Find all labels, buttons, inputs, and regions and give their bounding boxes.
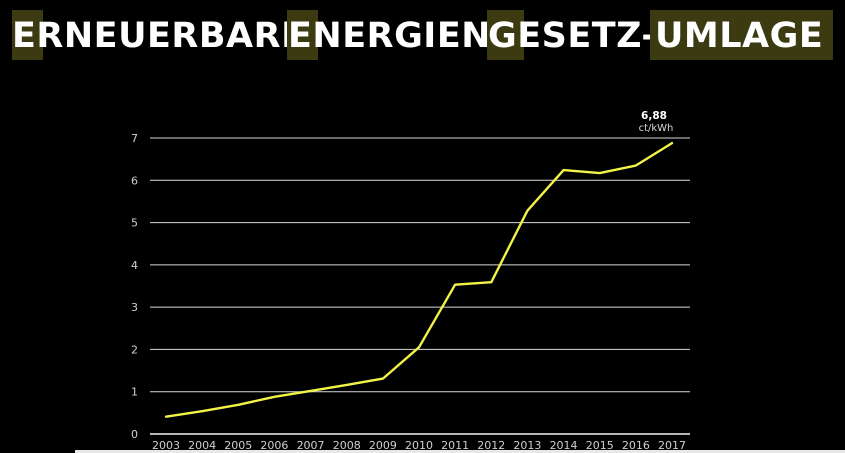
y-tick-label: 2 (131, 343, 138, 356)
series-group (164, 141, 674, 418)
x-tick-label: 2003 (152, 439, 180, 452)
y-tick-label: 1 (131, 386, 138, 399)
x-tick-label: 2007 (297, 439, 325, 452)
grid-lines (150, 137, 690, 435)
bottom-bar (75, 450, 845, 453)
y-axis-ticks: 0 1 2 3 4 5 6 7 (131, 132, 138, 441)
title-rest-3: ESETZ- (517, 16, 657, 56)
annotation-group: 6,88 ct/kWh (639, 110, 674, 134)
x-tick-label: 2014 (550, 439, 578, 452)
y-tick-label: 0 (131, 428, 138, 441)
y-tick-label: 7 (131, 132, 138, 145)
title-highlight-2: E (288, 16, 313, 56)
series-line-0 (164, 141, 674, 418)
title-rest-1: RNEUERBARE- (36, 16, 321, 56)
x-tick-label: 2013 (513, 439, 541, 452)
annotation-unit: ct/kWh (639, 123, 674, 134)
title-highlight-4: UMLAGE (655, 16, 824, 56)
title-rest-2: NERGIEN- (312, 16, 507, 56)
page-title: ERNEUERBARE- ENERGIEN- GESETZ- UMLAGE (0, 0, 845, 66)
x-tick-label: 2016 (622, 439, 650, 452)
x-tick-label: 2017 (658, 439, 686, 452)
x-tick-label: 2008 (333, 439, 361, 452)
x-tick-label: 2015 (586, 439, 614, 452)
x-tick-label: 2012 (477, 439, 505, 452)
x-tick-label: 2011 (441, 439, 469, 452)
x-tick-label: 2006 (260, 439, 288, 452)
annotation-value: 6,88 (641, 110, 667, 122)
y-tick-label: 6 (131, 174, 138, 187)
x-tick-label: 2009 (369, 439, 397, 452)
y-tick-label: 3 (131, 301, 138, 314)
y-tick-label: 4 (131, 259, 138, 272)
x-tick-label: 2005 (224, 439, 252, 452)
title-highlight-3: G (488, 16, 518, 56)
title-highlight-1: E (12, 16, 37, 56)
x-axis-ticks: 2003 2004 2005 2006 2007 2008 2009 2010 2011 2012… (152, 439, 686, 452)
x-tick-label: 2004 (188, 439, 216, 452)
y-tick-label: 5 (131, 217, 138, 230)
x-tick-label: 2010 (405, 439, 433, 452)
